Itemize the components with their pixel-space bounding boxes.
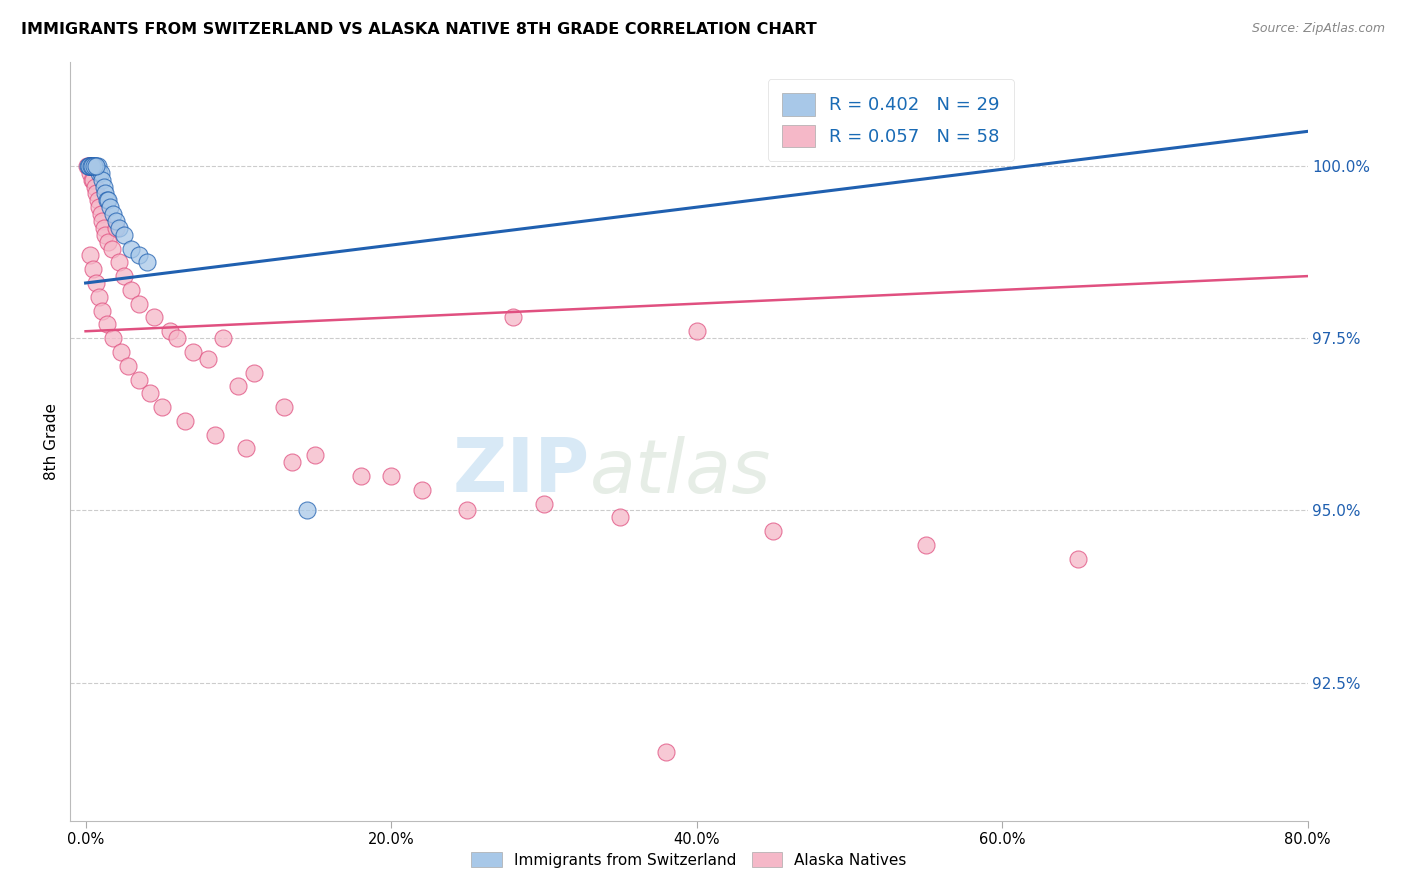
Point	[685, 324, 707, 338]
Point	[83, 159, 105, 173]
Point	[89, 290, 111, 304]
Point	[93, 179, 115, 194]
Point	[128, 372, 150, 386]
Point	[411, 483, 433, 497]
Point	[79, 166, 101, 180]
Point	[914, 538, 936, 552]
Point	[380, 469, 402, 483]
Point	[304, 448, 326, 462]
Point	[96, 194, 118, 208]
Point	[76, 159, 98, 173]
Point	[79, 159, 101, 173]
Point	[79, 248, 101, 262]
Point	[112, 269, 135, 284]
Point	[83, 159, 105, 173]
Point	[235, 442, 257, 456]
Point	[77, 159, 100, 173]
Point	[204, 427, 226, 442]
Point	[159, 324, 181, 338]
Point	[76, 159, 98, 173]
Point	[98, 200, 121, 214]
Point	[655, 745, 678, 759]
Point	[91, 303, 114, 318]
Point	[80, 159, 103, 173]
Point	[349, 469, 371, 483]
Point	[295, 503, 318, 517]
Point	[120, 283, 142, 297]
Text: atlas: atlas	[591, 436, 772, 508]
Point	[83, 179, 105, 194]
Point	[110, 345, 132, 359]
Point	[212, 331, 235, 345]
Point	[120, 242, 142, 256]
Point	[456, 503, 478, 517]
Point	[93, 220, 115, 235]
Point	[609, 510, 631, 524]
Point	[101, 207, 124, 221]
Point	[94, 227, 117, 242]
Point	[90, 207, 112, 221]
Point	[105, 220, 128, 235]
Point	[96, 318, 118, 332]
Point	[82, 172, 104, 186]
Point	[89, 200, 111, 214]
Legend: Immigrants from Switzerland, Alaska Natives: Immigrants from Switzerland, Alaska Nati…	[465, 846, 912, 873]
Point	[84, 159, 107, 173]
Text: Source: ZipAtlas.com: Source: ZipAtlas.com	[1251, 22, 1385, 36]
Point	[97, 194, 120, 208]
Point	[77, 159, 100, 173]
Point	[197, 351, 219, 366]
Point	[82, 262, 104, 277]
Point	[117, 359, 139, 373]
Point	[82, 159, 104, 173]
Point	[79, 159, 101, 173]
Point	[100, 242, 122, 256]
Point	[101, 331, 124, 345]
Point	[84, 159, 107, 173]
Point	[84, 186, 107, 201]
Point	[762, 524, 785, 538]
Point	[143, 310, 166, 325]
Point	[91, 214, 114, 228]
Point	[80, 159, 103, 173]
Text: IMMIGRANTS FROM SWITZERLAND VS ALASKA NATIVE 8TH GRADE CORRELATION CHART: IMMIGRANTS FROM SWITZERLAND VS ALASKA NA…	[21, 22, 817, 37]
Y-axis label: 8th Grade: 8th Grade	[44, 403, 59, 480]
Point	[97, 235, 120, 249]
Point	[84, 276, 107, 290]
Point	[112, 227, 135, 242]
Point	[181, 345, 204, 359]
Point	[1067, 551, 1090, 566]
Point	[166, 331, 188, 345]
Point	[90, 166, 112, 180]
Point	[87, 159, 110, 173]
Point	[242, 366, 264, 380]
Point	[135, 255, 157, 269]
Point	[80, 172, 103, 186]
Point	[94, 186, 117, 201]
Point	[533, 497, 555, 511]
Point	[281, 455, 304, 469]
Point	[108, 255, 131, 269]
Point	[273, 400, 295, 414]
Point	[150, 400, 173, 414]
Point	[89, 166, 111, 180]
Point	[105, 214, 128, 228]
Point	[228, 379, 250, 393]
Point	[91, 172, 114, 186]
Point	[82, 159, 104, 173]
Point	[128, 296, 150, 310]
Point	[502, 310, 524, 325]
Point	[108, 220, 131, 235]
Point	[173, 414, 195, 428]
Point	[128, 248, 150, 262]
Point	[138, 386, 160, 401]
Point	[87, 194, 110, 208]
Text: ZIP: ZIP	[453, 435, 591, 508]
